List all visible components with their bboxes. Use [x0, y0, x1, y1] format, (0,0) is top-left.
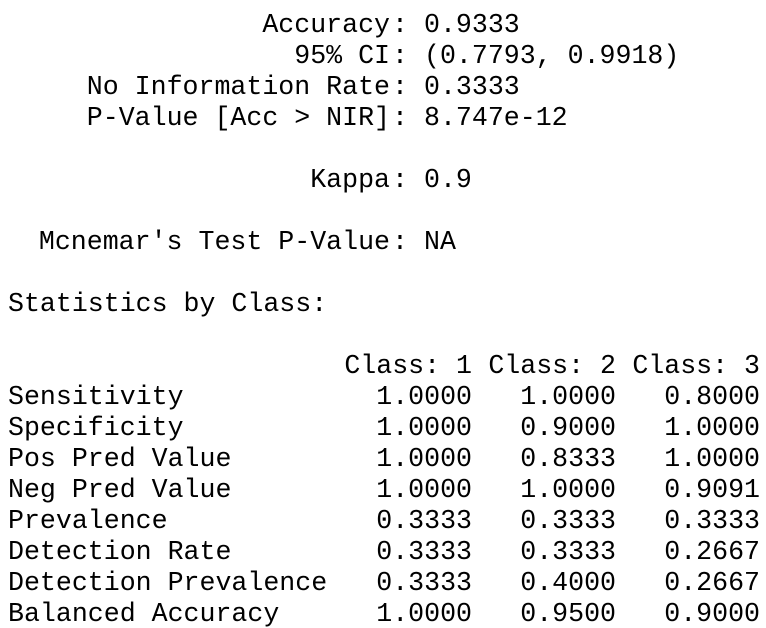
stat-separator: : — [392, 103, 408, 133]
stat-label: 95% CI — [294, 41, 390, 71]
cell-value: 1.0000 — [376, 382, 472, 412]
stat-separator: : — [392, 72, 408, 102]
row-label: Specificity — [8, 413, 184, 443]
cell-value: 0.2667 — [664, 537, 760, 567]
cell-value: 1.0000 — [376, 599, 472, 628]
stat-separator: : — [392, 165, 408, 195]
stat-separator: : — [392, 41, 408, 71]
cell-value: 0.8333 — [520, 444, 616, 474]
stat-value: 0.3333 — [424, 72, 520, 102]
cell-value: 0.8000 — [664, 382, 760, 412]
stat-label: P-Value [Acc > NIR] — [87, 103, 390, 133]
stat-value: 0.9 — [424, 165, 472, 195]
cell-value: 1.0000 — [520, 382, 616, 412]
cell-value: 0.9000 — [664, 599, 760, 628]
cell-value: 0.3333 — [520, 506, 616, 536]
cell-value: 1.0000 — [376, 413, 472, 443]
row-label: Prevalence — [8, 506, 168, 536]
cell-value: 1.0000 — [376, 444, 472, 474]
row-label: Pos Pred Value — [8, 444, 231, 474]
cell-value: 0.9091 — [664, 475, 760, 505]
cell-value: 1.0000 — [376, 475, 472, 505]
stat-label: Kappa — [310, 165, 390, 195]
stat-value: 8.747e-12 — [424, 103, 568, 133]
row-label: Sensitivity — [8, 382, 184, 412]
row-label: Detection Rate — [8, 537, 231, 567]
stat-label: Accuracy — [262, 10, 390, 40]
cell-value: 0.3333 — [376, 506, 472, 536]
cell-value: 0.9000 — [520, 413, 616, 443]
column-header: Class: 1 — [344, 351, 472, 381]
cell-value: 0.3333 — [376, 568, 472, 598]
stat-value: (0.7793, 0.9918) — [424, 41, 679, 71]
stat-value: NA — [424, 227, 456, 257]
cell-value: 0.3333 — [664, 506, 760, 536]
stat-value: 0.9333 — [424, 10, 520, 40]
column-header: Class: 3 — [632, 351, 760, 381]
stat-label: No Information Rate — [87, 72, 390, 102]
cell-value: 0.9500 — [520, 599, 616, 628]
cell-value: 1.0000 — [520, 475, 616, 505]
section-title: Statistics by Class: — [8, 289, 327, 319]
column-header: Class: 2 — [488, 351, 616, 381]
stat-label: Mcnemar's Test P-Value — [39, 227, 390, 257]
stat-separator: : — [392, 10, 408, 40]
cell-value: 1.0000 — [664, 413, 760, 443]
cell-value: 0.3333 — [520, 537, 616, 567]
stat-separator: : — [392, 227, 408, 257]
cell-value: 1.0000 — [664, 444, 760, 474]
cell-value: 0.4000 — [520, 568, 616, 598]
cell-value: 0.2667 — [664, 568, 760, 598]
row-label: Balanced Accuracy — [8, 599, 279, 628]
cell-value: 0.3333 — [376, 537, 472, 567]
row-label: Neg Pred Value — [8, 475, 231, 505]
row-label: Detection Prevalence — [8, 568, 327, 598]
